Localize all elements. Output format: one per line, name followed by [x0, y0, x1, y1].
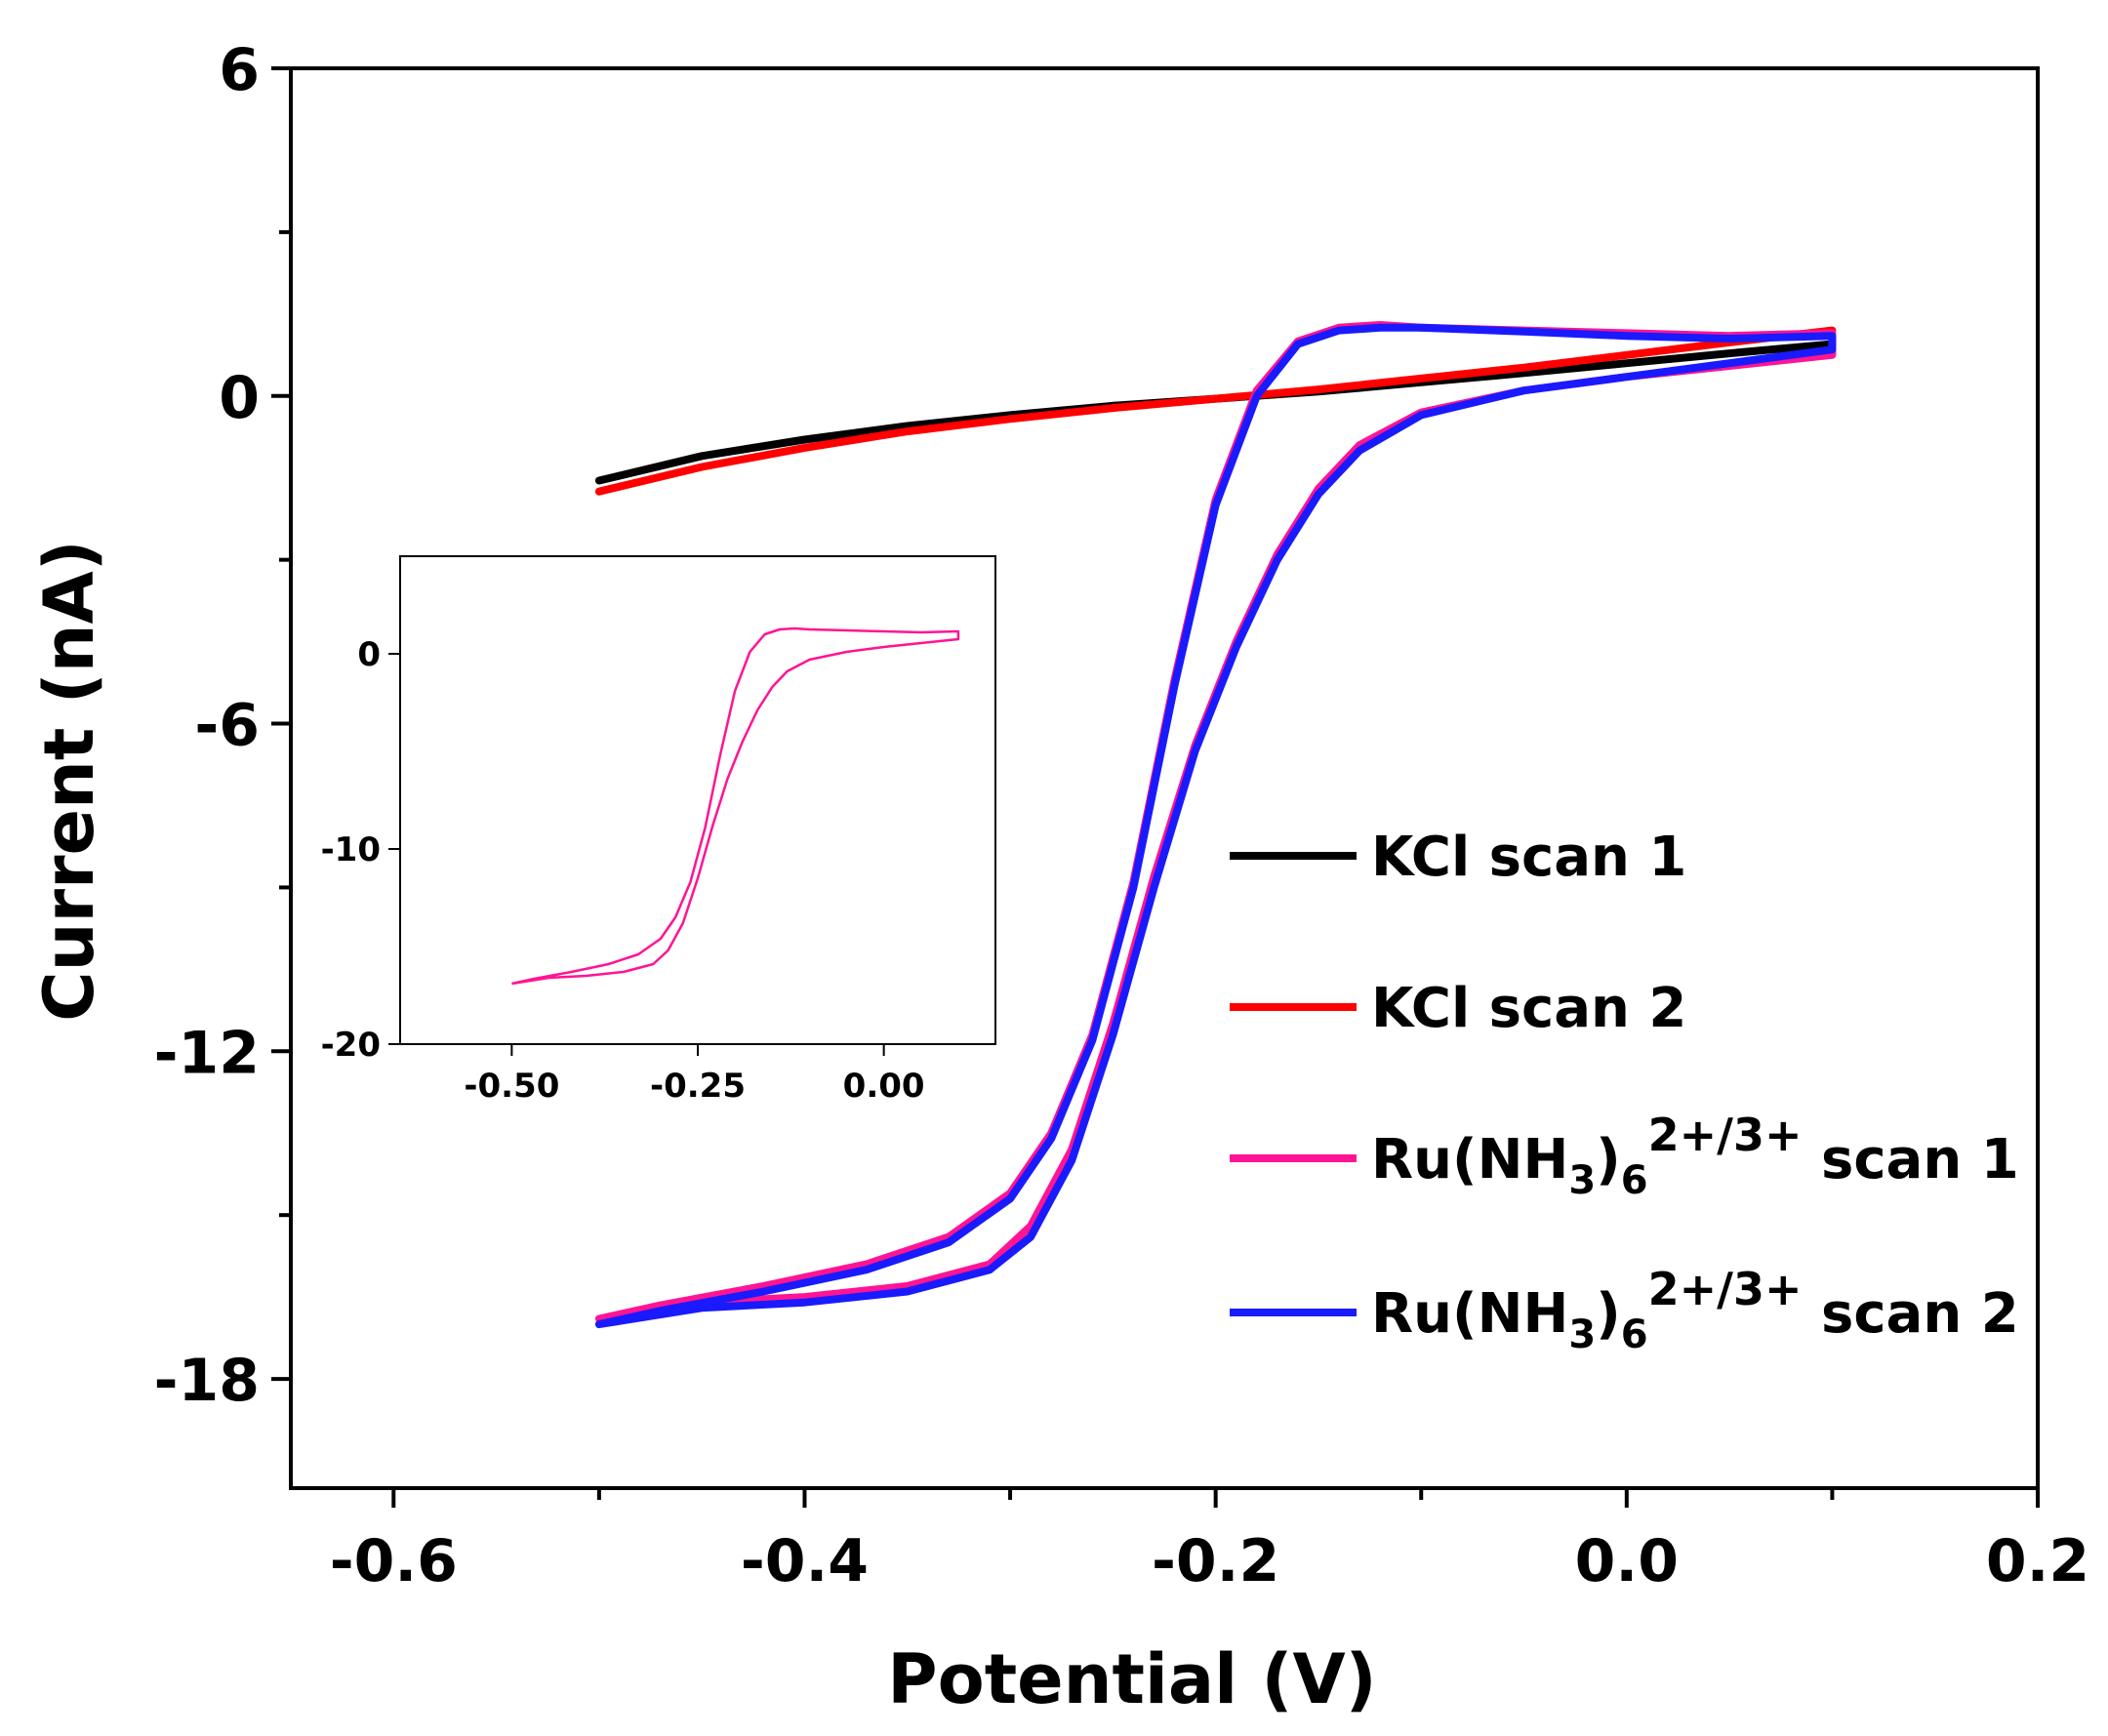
x-tick-label: -0.6: [330, 1527, 458, 1595]
main-plot-series-group: [594, 321, 1837, 1329]
inset-series-line: [511, 626, 960, 986]
legend-label-kcl-scan-2: KCl scan 2: [1371, 977, 1686, 1040]
series-line-kcl-scan-1: [594, 340, 1837, 485]
inset-x-tick-label: -0.25: [650, 1067, 746, 1106]
inset-x-tick-label: -0.50: [464, 1067, 559, 1106]
y-axis-title: Current (nA): [29, 540, 109, 1021]
x-tick-label: -0.4: [741, 1527, 869, 1595]
legend-item: KCl scan 2: [1230, 977, 1686, 1040]
inset-y-tick-label: -20: [321, 1026, 381, 1065]
main-axis-ticks: -0.6 -0.4 -0.2 0.0 0.2 6 0 -6 -12 -18: [154, 36, 2090, 1595]
y-tick-label: -18: [154, 1347, 260, 1415]
inset-x-tick-label: 0.00: [843, 1067, 925, 1106]
legend-label-ru-scan-1: Ru(NH3)62+/3+ scan 1: [1371, 1109, 2019, 1203]
legend-item: Ru(NH3)62+/3+ scan 2: [1230, 1263, 2019, 1357]
y-tick-label: -6: [194, 692, 260, 760]
legend-item: KCl scan 1: [1230, 826, 1686, 889]
inset-background: [400, 556, 995, 1044]
x-axis-title: Potential (V): [887, 1639, 1376, 1719]
inset-axis-ticks: -0.50 -0.25 0.00 0 -10 -20: [321, 635, 925, 1106]
legend-label-ru-scan-2: Ru(NH3)62+/3+ scan 2: [1371, 1263, 2019, 1357]
y-tick-label: -12: [154, 1019, 260, 1087]
x-tick-label: 0.0: [1575, 1527, 1679, 1595]
x-tick-label: -0.2: [1152, 1527, 1279, 1595]
legend: KCl scan 1 KCl scan 2 Ru(NH3)62+/3+ scan…: [1230, 826, 2019, 1357]
inset-y-tick-label: -10: [321, 830, 381, 869]
inset-series-group: [511, 626, 960, 986]
series-line-kcl-scan-2: [594, 326, 1837, 496]
y-tick-label: 0: [219, 364, 260, 432]
y-tick-label: 6: [219, 36, 260, 104]
series-line-ru-nh3-6-2-3-scan-2: [594, 323, 1837, 1329]
legend-label-kcl-scan-1: KCl scan 1: [1371, 826, 1686, 889]
main-plot-frame: [289, 66, 2040, 1490]
x-tick-label: 0.2: [1986, 1527, 2089, 1595]
inset-y-tick-label: 0: [357, 635, 381, 674]
legend-item: Ru(NH3)62+/3+ scan 1: [1230, 1109, 2019, 1203]
